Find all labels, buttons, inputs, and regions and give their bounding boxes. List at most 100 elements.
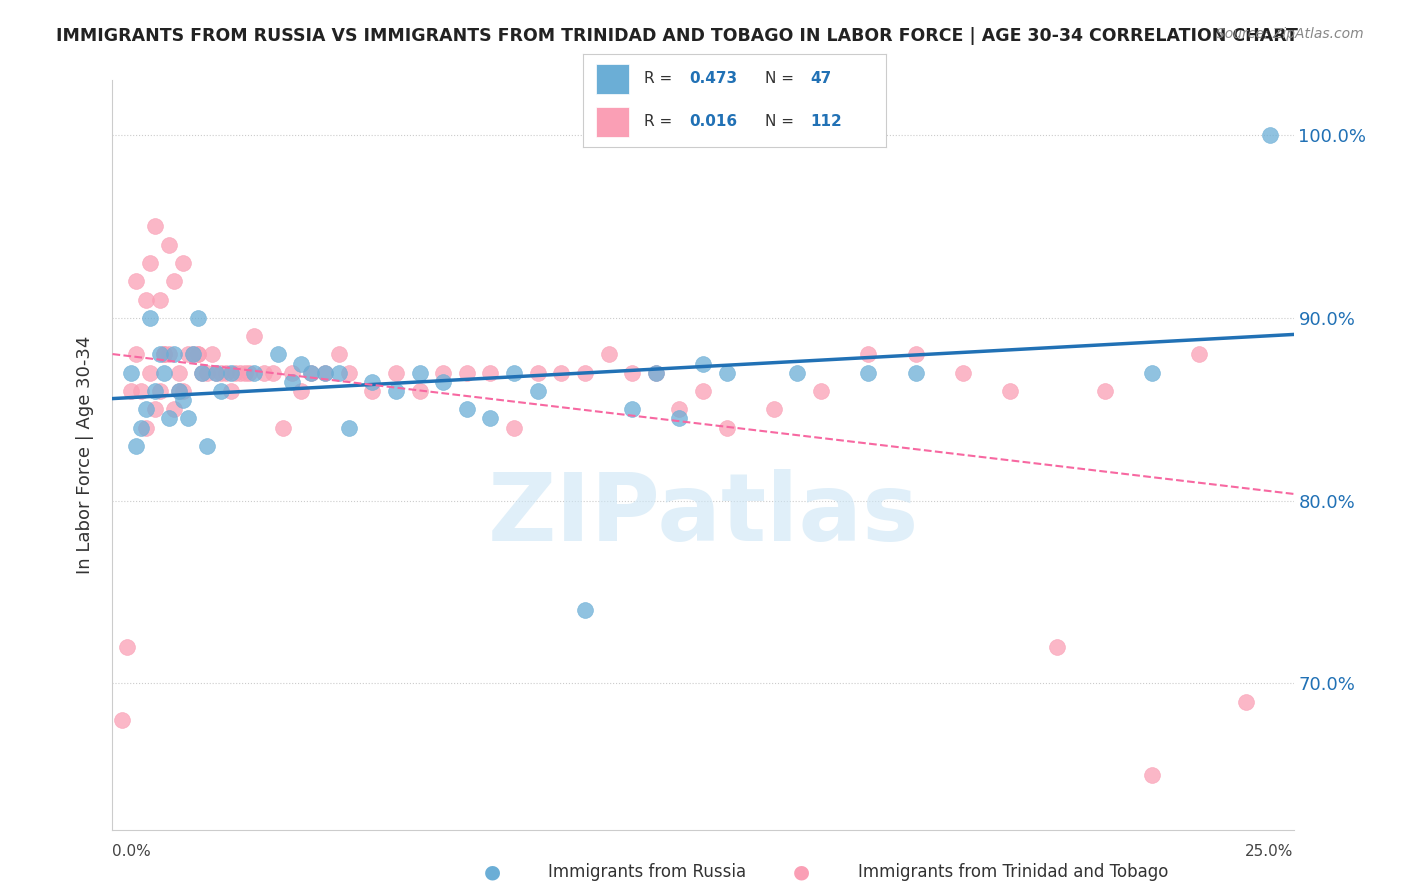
Point bbox=[574, 366, 596, 380]
Point bbox=[337, 420, 360, 434]
Point bbox=[181, 347, 204, 361]
Point bbox=[153, 347, 176, 361]
Point bbox=[692, 384, 714, 398]
Point bbox=[262, 366, 284, 380]
Point bbox=[456, 402, 478, 417]
Point bbox=[1188, 347, 1211, 361]
Point bbox=[998, 384, 1021, 398]
Point bbox=[621, 366, 644, 380]
Text: 112: 112 bbox=[810, 114, 842, 129]
Point bbox=[215, 366, 238, 380]
Point bbox=[644, 366, 666, 380]
Point bbox=[186, 310, 208, 325]
Point bbox=[408, 384, 430, 398]
Point bbox=[139, 256, 162, 270]
Point bbox=[135, 402, 157, 417]
Point bbox=[385, 366, 408, 380]
Point bbox=[299, 366, 322, 380]
Text: R =: R = bbox=[644, 71, 678, 87]
Point bbox=[644, 366, 666, 380]
Point bbox=[271, 420, 294, 434]
Point bbox=[153, 366, 176, 380]
Point bbox=[598, 347, 620, 361]
Text: Immigrants from Trinidad and Tobago: Immigrants from Trinidad and Tobago bbox=[858, 863, 1168, 881]
Point bbox=[526, 366, 548, 380]
Point bbox=[1140, 366, 1163, 380]
Point bbox=[153, 347, 176, 361]
Point bbox=[858, 347, 880, 361]
Point bbox=[120, 366, 142, 380]
Point bbox=[195, 439, 218, 453]
Point bbox=[238, 366, 260, 380]
Point bbox=[186, 347, 208, 361]
Point bbox=[281, 366, 304, 380]
Text: 25.0%: 25.0% bbox=[1246, 844, 1294, 859]
Point bbox=[125, 274, 148, 288]
Point bbox=[762, 402, 785, 417]
Point bbox=[328, 347, 350, 361]
Point bbox=[115, 640, 138, 654]
Point bbox=[314, 366, 336, 380]
Point bbox=[129, 420, 152, 434]
Point bbox=[361, 375, 384, 389]
Y-axis label: In Labor Force | Age 30-34: In Labor Force | Age 30-34 bbox=[76, 335, 94, 574]
Point bbox=[157, 347, 180, 361]
Point bbox=[253, 366, 276, 380]
Point bbox=[163, 402, 186, 417]
Point bbox=[233, 366, 256, 380]
Point bbox=[186, 347, 208, 361]
Point bbox=[219, 366, 242, 380]
Point bbox=[858, 366, 880, 380]
Text: IMMIGRANTS FROM RUSSIA VS IMMIGRANTS FROM TRINIDAD AND TOBAGO IN LABOR FORCE | A: IMMIGRANTS FROM RUSSIA VS IMMIGRANTS FRO… bbox=[56, 27, 1298, 45]
Point bbox=[1258, 128, 1281, 142]
Point bbox=[432, 366, 454, 380]
Point bbox=[526, 384, 548, 398]
Point bbox=[716, 420, 738, 434]
Point bbox=[229, 366, 252, 380]
Point bbox=[219, 384, 242, 398]
Point bbox=[456, 366, 478, 380]
Point bbox=[191, 366, 214, 380]
Point bbox=[205, 366, 228, 380]
Point bbox=[139, 366, 162, 380]
Point bbox=[163, 274, 186, 288]
Point bbox=[205, 366, 228, 380]
FancyBboxPatch shape bbox=[596, 64, 628, 94]
Point bbox=[149, 293, 172, 307]
Point bbox=[574, 603, 596, 617]
Point bbox=[143, 219, 166, 234]
Point bbox=[550, 366, 572, 380]
Point bbox=[621, 402, 644, 417]
Point bbox=[191, 366, 214, 380]
Point bbox=[692, 357, 714, 371]
Point bbox=[195, 366, 218, 380]
Point bbox=[281, 375, 304, 389]
Point bbox=[129, 384, 152, 398]
Point bbox=[243, 329, 266, 343]
Point bbox=[172, 393, 194, 408]
Text: ●: ● bbox=[484, 863, 501, 882]
Point bbox=[503, 366, 526, 380]
Point bbox=[143, 384, 166, 398]
Point bbox=[432, 375, 454, 389]
Point bbox=[408, 366, 430, 380]
Point bbox=[668, 411, 690, 425]
Point bbox=[201, 347, 224, 361]
Point bbox=[267, 347, 290, 361]
Point bbox=[135, 420, 157, 434]
Point bbox=[120, 384, 142, 398]
Text: ●: ● bbox=[793, 863, 810, 882]
Point bbox=[157, 237, 180, 252]
Point bbox=[810, 384, 832, 398]
Text: 0.0%: 0.0% bbox=[112, 844, 152, 859]
Point bbox=[163, 347, 186, 361]
Text: Immigrants from Russia: Immigrants from Russia bbox=[548, 863, 747, 881]
Text: 0.016: 0.016 bbox=[689, 114, 737, 129]
Point bbox=[290, 357, 312, 371]
Point bbox=[361, 384, 384, 398]
Point bbox=[314, 366, 336, 380]
Point bbox=[157, 411, 180, 425]
Point bbox=[209, 366, 232, 380]
Text: N =: N = bbox=[765, 71, 799, 87]
Point bbox=[167, 384, 190, 398]
